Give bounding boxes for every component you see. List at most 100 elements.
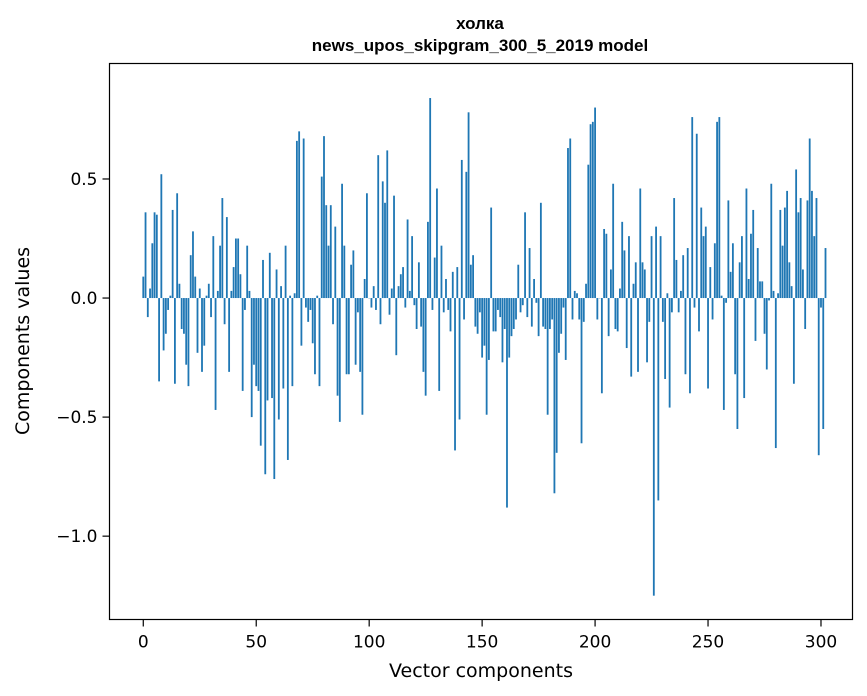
bar (546, 298, 549, 415)
bar (478, 298, 481, 313)
bar (763, 298, 766, 334)
bar (433, 257, 436, 299)
bar (214, 298, 217, 410)
bar (309, 298, 312, 310)
y-tick-label: −0.5 (56, 408, 97, 428)
bar (643, 269, 646, 299)
bar (207, 283, 210, 299)
bar (652, 298, 655, 596)
bar (253, 298, 255, 365)
bar (402, 267, 404, 299)
bar (417, 262, 420, 299)
bar (790, 286, 793, 299)
bar (519, 298, 522, 313)
bar (164, 298, 167, 334)
bar (356, 298, 359, 313)
x-tick-label: 150 (466, 633, 498, 653)
bar (183, 298, 185, 334)
bar (237, 238, 240, 299)
y-tick-label: 0.0 (70, 289, 97, 309)
bar (361, 298, 364, 415)
bar (808, 138, 811, 299)
bar (377, 155, 380, 299)
bar (291, 298, 294, 387)
bar (759, 281, 761, 299)
bar (589, 124, 592, 299)
bar (824, 248, 827, 299)
bar (603, 228, 606, 299)
x-tick-label: 50 (245, 633, 267, 653)
bar (576, 293, 578, 299)
bar (501, 298, 504, 363)
bar (625, 298, 628, 349)
bar (689, 298, 691, 394)
bar (241, 298, 244, 391)
bar (395, 298, 398, 356)
bar (558, 298, 560, 353)
bar (280, 286, 282, 299)
bar (327, 245, 330, 299)
bar (370, 298, 373, 308)
bar (201, 298, 203, 372)
bar (246, 245, 249, 299)
bar (379, 298, 382, 325)
bar (795, 169, 798, 299)
x-tick-label: 250 (692, 633, 724, 653)
bar (212, 236, 215, 299)
bar (605, 233, 608, 299)
bar (813, 236, 816, 299)
bar (634, 262, 637, 299)
bar (406, 219, 409, 299)
y-axis-label: Components values (12, 247, 34, 435)
bar (779, 209, 782, 299)
bar (591, 121, 594, 299)
bar (628, 236, 630, 299)
bar (632, 283, 635, 299)
bar (564, 298, 567, 360)
bar (413, 298, 416, 306)
bar (153, 212, 156, 299)
bar (390, 288, 393, 299)
bar (386, 150, 389, 299)
bar (216, 290, 219, 299)
bar (680, 290, 682, 299)
bar (293, 293, 296, 299)
bar (734, 298, 737, 375)
bar (171, 209, 174, 299)
bar (691, 117, 694, 299)
bar (210, 298, 212, 318)
bar (295, 140, 298, 299)
x-tick-label: 200 (579, 633, 611, 653)
bar (722, 298, 725, 410)
bar (399, 274, 402, 299)
bar (594, 107, 596, 299)
bar (571, 298, 574, 320)
bar (266, 298, 269, 401)
bar (336, 298, 339, 396)
bar (223, 298, 226, 325)
bar (797, 212, 800, 299)
bar (630, 298, 633, 377)
bar (273, 298, 276, 480)
bar (521, 298, 524, 306)
bar (372, 286, 375, 299)
bar (187, 298, 190, 387)
bar (485, 298, 488, 415)
bar (155, 214, 158, 299)
bar (275, 269, 278, 299)
x-axis-ticks: 0 50 100 150 200 250 300 (138, 619, 837, 653)
bar (637, 298, 639, 372)
bar (707, 298, 709, 389)
bar (338, 298, 341, 422)
bar (239, 274, 242, 299)
bar (447, 298, 450, 310)
bar (528, 248, 531, 299)
bar (158, 298, 160, 382)
bar (607, 298, 610, 337)
bar (783, 207, 786, 299)
bar (811, 190, 813, 299)
bar (262, 259, 264, 299)
bar (408, 290, 411, 299)
bar (770, 183, 773, 299)
